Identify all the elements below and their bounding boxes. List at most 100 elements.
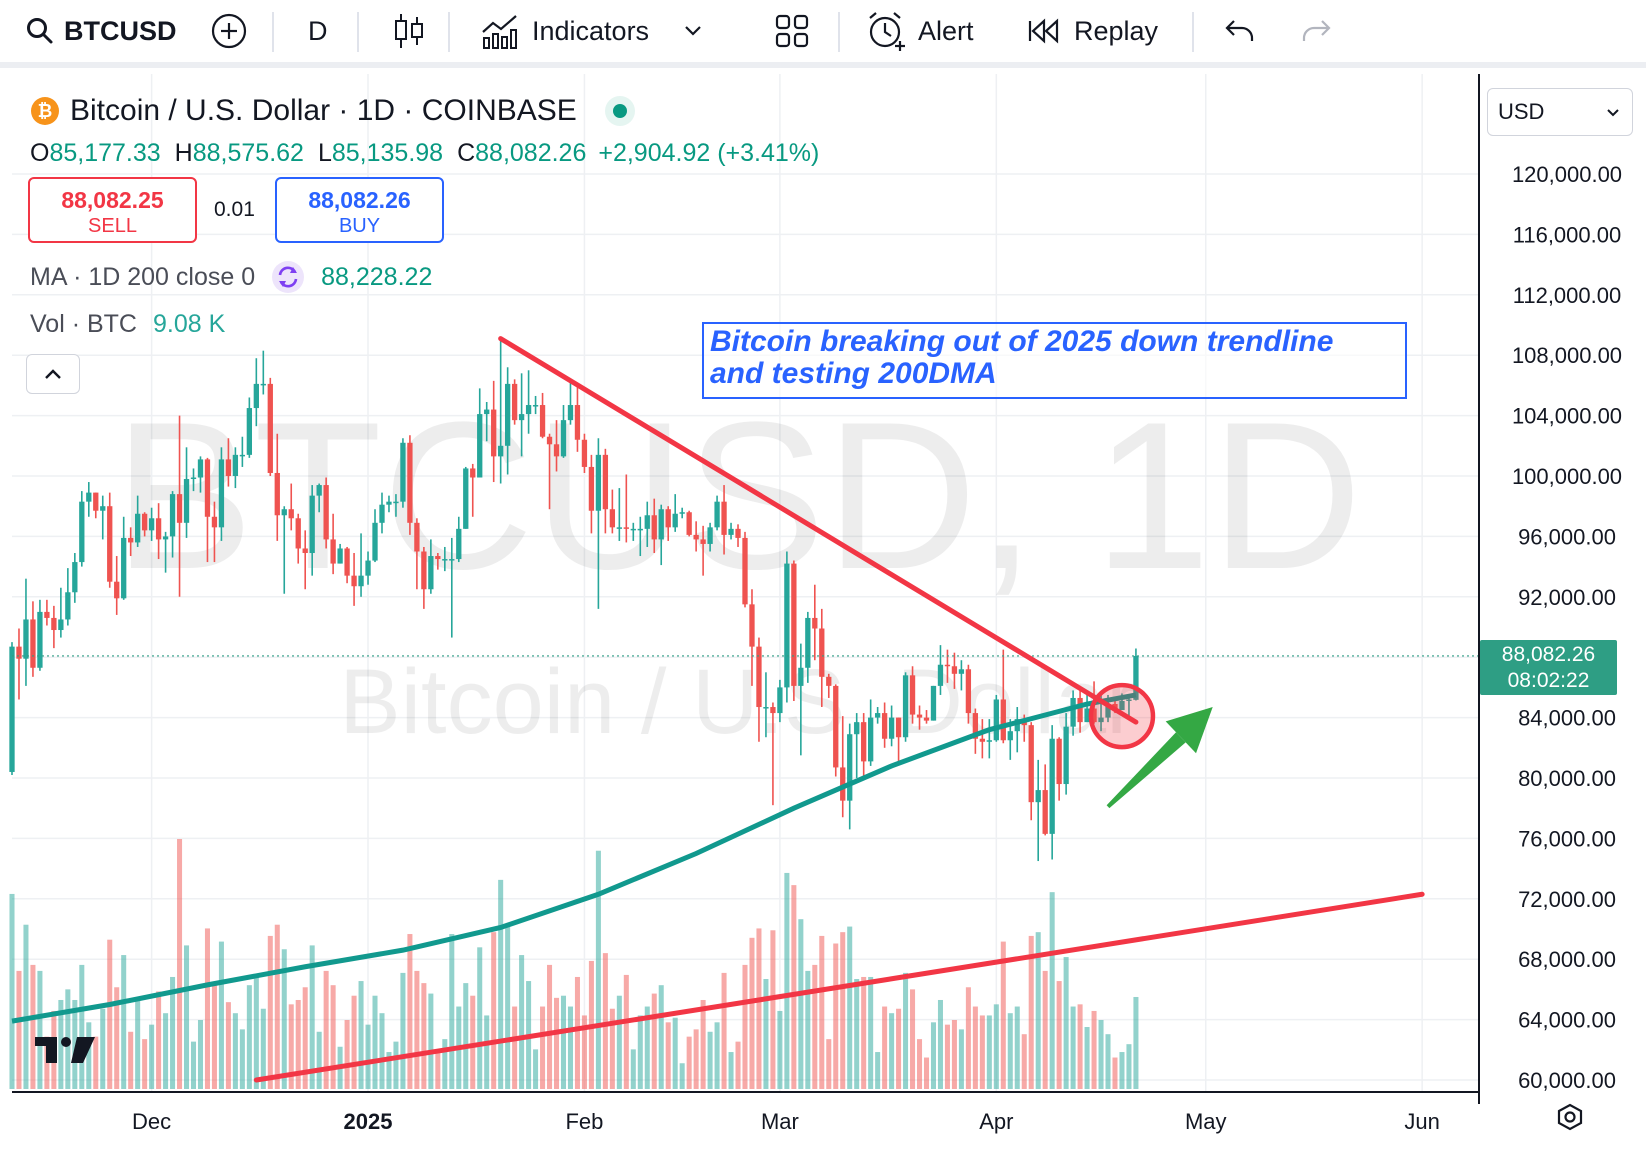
candle <box>65 568 71 626</box>
volume-bar <box>505 924 511 1089</box>
candle <box>225 438 232 487</box>
candle <box>246 397 253 458</box>
candle <box>365 551 371 585</box>
collapse-legend-button[interactable] <box>26 354 80 394</box>
annotation-note[interactable]: Bitcoin breaking out of 2025 down trendl… <box>702 322 1407 399</box>
highlight-circle[interactable] <box>1088 682 1156 750</box>
drawings[interactable] <box>253 336 1425 1083</box>
candle <box>777 679 783 723</box>
undo-button[interactable] <box>1224 0 1256 62</box>
volume-bar <box>484 1015 490 1089</box>
candle <box>449 537 455 638</box>
volume-bar <box>930 1022 936 1089</box>
candle <box>393 494 399 517</box>
candle <box>442 546 448 572</box>
up-arrow[interactable] <box>1106 707 1213 809</box>
currency-select[interactable]: USD <box>1487 88 1633 136</box>
time-tick-label: Jun <box>1404 1109 1439 1134</box>
volume-bar <box>847 926 853 1089</box>
volume-bar <box>965 987 971 1089</box>
symbol-title: Bitcoin / U.S. Dollar · 1D · COINBASE <box>70 94 577 127</box>
candle <box>588 454 595 534</box>
sync-icon[interactable] <box>271 260 305 294</box>
candle <box>86 482 92 517</box>
volume-bar <box>714 1022 720 1089</box>
candle <box>337 543 343 564</box>
sell-button[interactable]: 88,082.25 SELL <box>28 177 197 243</box>
volume-bar <box>177 839 183 1089</box>
candle <box>344 546 350 584</box>
symbol-search[interactable]: BTCUSD <box>26 0 177 62</box>
volume-bar <box>791 885 797 1089</box>
time-axis[interactable]: Dec 2025 Feb Mar Apr May Jun <box>132 1109 1440 1134</box>
layouts-button[interactable] <box>774 0 810 62</box>
compare-button[interactable] <box>210 0 248 62</box>
volume-bar <box>574 976 580 1089</box>
volume-bar <box>735 1041 741 1089</box>
alert-button[interactable]: Alert <box>866 0 974 62</box>
candle <box>51 605 57 649</box>
trendline[interactable] <box>253 891 1425 1083</box>
price-axis[interactable]: 120,000.00 116,000.00 112,000.00 108,000.00… <box>1512 162 1622 1093</box>
volume-bar <box>770 930 776 1089</box>
candle <box>155 503 162 560</box>
symbol-legend[interactable]: ₿ Bitcoin / U.S. Dollar · 1D · COINBASE <box>30 92 637 130</box>
volume-bar <box>986 1015 992 1089</box>
bitcoin-logo-icon: ₿ <box>31 97 59 125</box>
volume-bar <box>554 997 560 1089</box>
candle <box>295 513 301 564</box>
volume-bar <box>784 872 790 1089</box>
redo-button[interactable] <box>1300 0 1332 62</box>
candle <box>44 599 50 626</box>
indicators-button[interactable]: Indicators <box>480 0 703 62</box>
volume-legend[interactable]: Vol · BTC 9.08 K <box>30 307 225 341</box>
candle <box>840 716 846 818</box>
settings-icon[interactable] <box>1557 1103 1583 1131</box>
volume-bar <box>951 1020 957 1089</box>
volume-bar <box>1049 892 1055 1089</box>
volume-value: 9.08 K <box>152 309 226 338</box>
candle <box>665 506 671 541</box>
chart-type-button[interactable] <box>392 0 426 62</box>
candle <box>141 512 148 537</box>
price-tick-label: 96,000.00 <box>1518 524 1616 549</box>
volume-bar <box>721 972 727 1089</box>
buy-button[interactable]: 88,082.26 BUY <box>275 177 444 243</box>
candle <box>861 713 867 780</box>
candle <box>379 492 385 534</box>
candle <box>37 599 43 671</box>
candle <box>791 560 797 701</box>
interval-button[interactable]: D <box>308 0 328 62</box>
candle <box>819 608 825 708</box>
candle <box>833 684 839 777</box>
trendline[interactable] <box>498 336 1139 725</box>
market-open-icon <box>604 96 635 126</box>
time-tick-label: Feb <box>565 1109 603 1134</box>
volume-bar <box>875 1052 881 1089</box>
volume-bar <box>665 1022 671 1089</box>
replay-button[interactable]: Replay <box>1026 0 1158 62</box>
volume-bar <box>889 1013 895 1089</box>
candle <box>644 501 650 547</box>
candle <box>560 405 567 458</box>
layout-grid-icon <box>775 14 809 48</box>
volume-bar <box>917 1039 923 1089</box>
time-tick-label: 2025 <box>344 1109 393 1134</box>
volume-bar <box>232 1013 238 1089</box>
volume-bar <box>498 879 504 1089</box>
volume-bar <box>93 1036 99 1089</box>
volume-bar <box>1014 1006 1020 1089</box>
volume-bar <box>372 995 378 1089</box>
chevron-down-icon[interactable] <box>683 24 703 38</box>
candle <box>986 719 992 759</box>
candle <box>546 433 553 510</box>
ma-legend[interactable]: MA · 1D 200 close 0 88,228.22 <box>30 259 432 295</box>
volume-bar <box>442 1039 448 1089</box>
add-circle-icon <box>211 13 247 49</box>
ma200-line[interactable] <box>11 692 1137 1024</box>
candle <box>700 525 706 576</box>
toolbar-divider <box>838 12 840 52</box>
price-tick-label: 92,000.00 <box>1518 585 1616 610</box>
volume-label: Vol · BTC <box>30 309 137 338</box>
